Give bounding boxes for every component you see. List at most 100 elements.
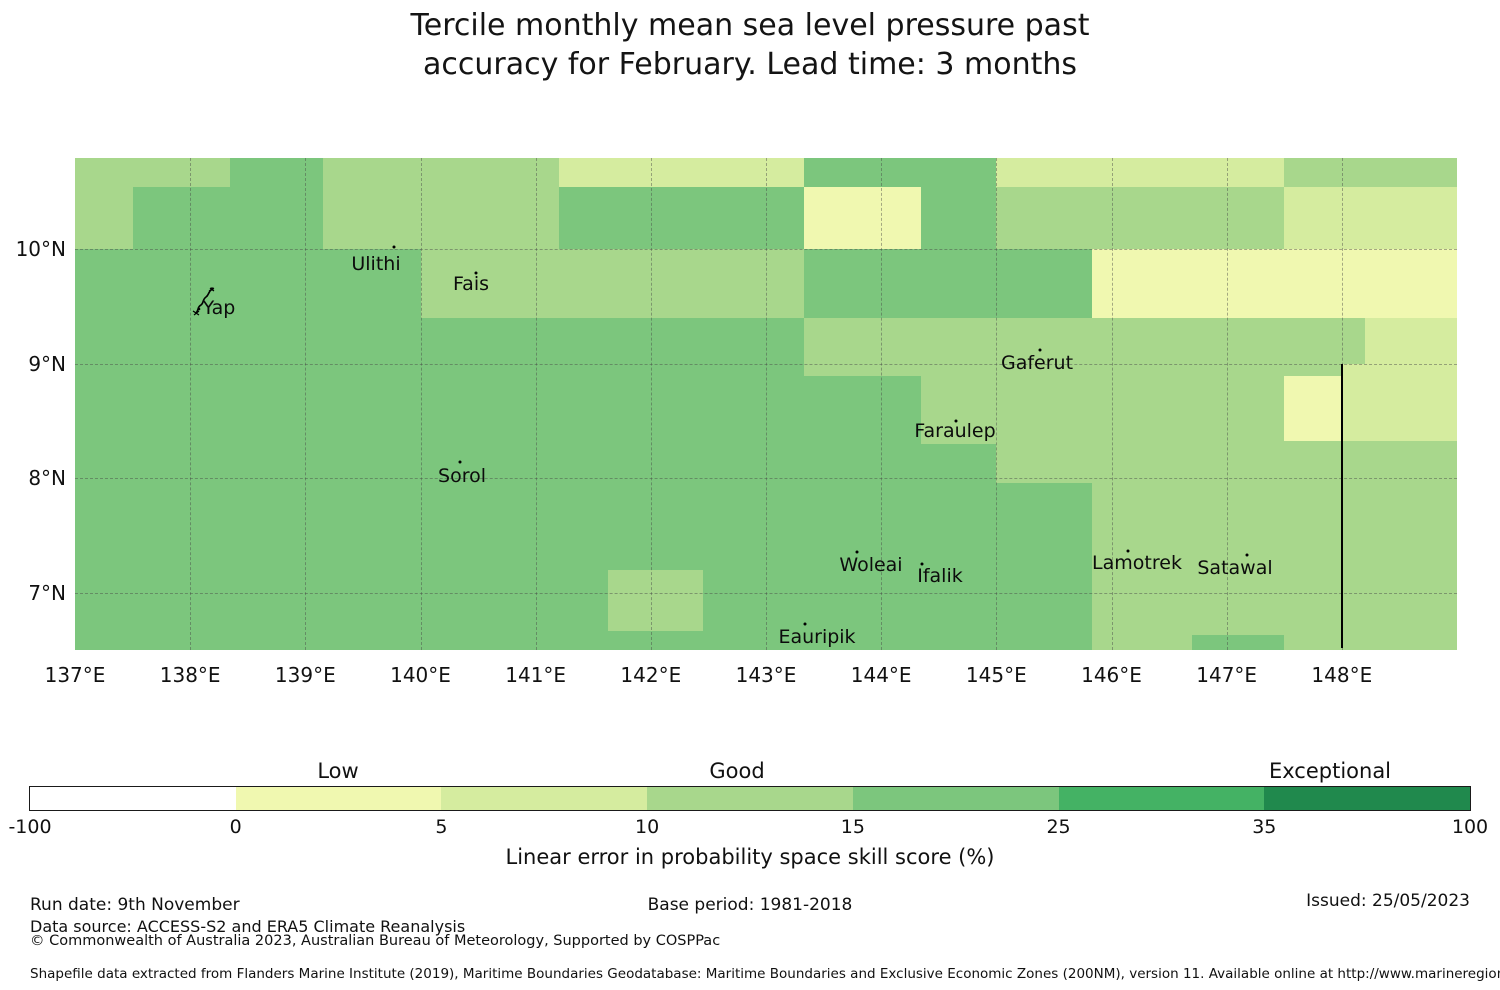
yap-island-outline bbox=[190, 284, 220, 322]
colorbar-tick-label: 10 bbox=[635, 816, 660, 838]
map-cell bbox=[804, 187, 922, 249]
island-label: Fais bbox=[452, 273, 490, 295]
y-tick-label: 8°N bbox=[28, 466, 66, 491]
island-label: Ulithi bbox=[351, 253, 401, 275]
island-label: Woleai bbox=[839, 554, 903, 576]
gridline-vertical bbox=[535, 158, 537, 650]
gridline-vertical bbox=[766, 158, 767, 650]
footer-data-source: Data source: ACCESS-S2 and ERA5 Climate … bbox=[30, 917, 466, 936]
y-tick-label: 10°N bbox=[15, 236, 66, 261]
x-tick-label: 141°E bbox=[505, 663, 567, 687]
map-cell bbox=[1091, 248, 1457, 318]
island-label: Ifalik bbox=[917, 565, 963, 587]
gridline-horizontal bbox=[75, 592, 1457, 594]
colorbar-segment bbox=[441, 787, 648, 810]
eez-boundary-line bbox=[1340, 363, 1343, 648]
colorbar-tick-label: 25 bbox=[1046, 816, 1071, 838]
colorbar bbox=[29, 786, 1471, 811]
map-cell bbox=[75, 187, 133, 249]
colorbar-segment bbox=[647, 787, 853, 810]
colorbar-segment bbox=[235, 787, 442, 810]
x-tick-label: 143°E bbox=[735, 663, 797, 687]
island-marker-dot bbox=[803, 622, 807, 626]
footer-base-period: Base period: 1981-2018 bbox=[647, 895, 853, 915]
map-cell bbox=[1284, 376, 1342, 442]
x-tick-label: 147°E bbox=[1196, 663, 1258, 687]
map-cell bbox=[420, 248, 804, 318]
colorbar-tick-label: 35 bbox=[1252, 816, 1277, 838]
figure-title: Tercile monthly mean sea level pressure … bbox=[0, 6, 1500, 84]
colorbar-tick-label: 5 bbox=[435, 816, 448, 838]
map-cell bbox=[996, 187, 1285, 249]
y-tick-label: 7°N bbox=[28, 580, 66, 605]
footer-issued-date: Issued: 25/05/2023 bbox=[1306, 891, 1470, 911]
x-tick-label: 142°E bbox=[620, 663, 682, 687]
colorbar-category-label: Good bbox=[709, 759, 765, 783]
colorbar-axis-label: Linear error in probability space skill … bbox=[505, 845, 995, 869]
gridline-vertical bbox=[650, 158, 652, 650]
island-marker-dot bbox=[1245, 553, 1249, 557]
x-tick-label: 137°E bbox=[44, 663, 106, 687]
gridline-vertical bbox=[996, 158, 998, 650]
gridline-vertical bbox=[881, 158, 883, 650]
x-tick-label: 144°E bbox=[850, 663, 912, 687]
island-marker-dot bbox=[920, 562, 924, 566]
gridline-horizontal bbox=[75, 363, 1457, 365]
gridline-horizontal bbox=[75, 478, 1457, 480]
x-tick-label: 146°E bbox=[1081, 663, 1142, 687]
map-cell bbox=[322, 158, 559, 249]
map-cell bbox=[996, 376, 1092, 483]
x-tick-label: 148°E bbox=[1311, 663, 1373, 687]
island-label: Lamotrek bbox=[1092, 552, 1182, 574]
map-cell bbox=[1284, 158, 1457, 188]
island-marker-dot bbox=[855, 550, 859, 554]
island-marker-dot bbox=[474, 271, 478, 275]
island-marker-dot bbox=[392, 245, 396, 249]
island-label: Faraulep bbox=[914, 420, 996, 442]
island-label: Yap bbox=[202, 297, 236, 319]
colorbar-tick-label: 0 bbox=[229, 816, 242, 838]
map-cell bbox=[608, 569, 703, 631]
x-tick-label: 145°E bbox=[965, 663, 1027, 687]
colorbar-segment bbox=[852, 787, 1059, 810]
gridline-vertical bbox=[420, 158, 422, 650]
island-marker-dot bbox=[1038, 348, 1042, 352]
colorbar-tick-label: 100 bbox=[1451, 816, 1489, 838]
colorbar-segment bbox=[30, 787, 236, 810]
map-cell bbox=[1341, 363, 1457, 442]
island-marker-dot bbox=[954, 419, 958, 423]
island-marker-dot bbox=[1126, 549, 1130, 553]
gridline-horizontal bbox=[75, 248, 1457, 250]
colorbar-category-label: Low bbox=[317, 759, 359, 783]
colorbar-category-label: Exceptional bbox=[1268, 759, 1392, 783]
colorbar-segment bbox=[1058, 787, 1265, 810]
map-cell bbox=[1284, 187, 1457, 249]
colorbar-tick-label: -100 bbox=[8, 816, 52, 838]
island-marker-dot bbox=[458, 460, 462, 464]
island-label: Gaferut bbox=[1000, 352, 1074, 374]
map-plot: Yap Ulithi Fais Gaferut Faraulep Sorol Woleai I… bbox=[75, 158, 1457, 650]
gridline-vertical bbox=[1111, 158, 1113, 650]
colorbar-tick-label: 15 bbox=[840, 816, 865, 838]
island-label: Satawal bbox=[1197, 557, 1273, 579]
map-cell bbox=[996, 158, 1285, 188]
island-label: Eauripik bbox=[778, 626, 856, 648]
figure-title-line1: Tercile monthly mean sea level pressure … bbox=[410, 8, 1090, 43]
x-tick-label: 139°E bbox=[274, 663, 336, 687]
footer-copyright: © Commonwealth of Australia 2023, Austra… bbox=[30, 933, 721, 949]
gridline-vertical bbox=[1226, 158, 1228, 650]
gridline-vertical bbox=[190, 158, 192, 650]
map-cell bbox=[921, 376, 997, 444]
map-cell bbox=[1364, 317, 1457, 364]
x-tick-label: 140°E bbox=[390, 663, 451, 687]
y-tick-label: 9°N bbox=[28, 351, 66, 376]
colorbar-segment bbox=[1264, 787, 1471, 810]
gridline-vertical bbox=[305, 158, 307, 650]
x-tick-label: 138°E bbox=[159, 663, 221, 687]
map-cell bbox=[558, 158, 804, 188]
island-label: Sorol bbox=[438, 465, 486, 487]
footer-shapefile-note: Shapefile data extracted from Flanders M… bbox=[30, 966, 1500, 982]
footer-run-date: Run date: 9th November bbox=[30, 895, 240, 915]
map-cell bbox=[1192, 635, 1285, 650]
